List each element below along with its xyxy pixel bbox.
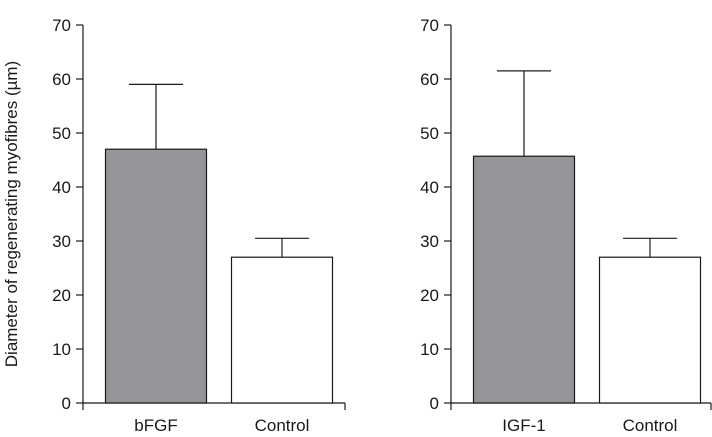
y-tick-label: 20 xyxy=(52,286,71,305)
bar-control xyxy=(230,256,334,404)
y-tick-label: 30 xyxy=(52,232,71,251)
x-category-label: bFGF xyxy=(134,416,177,435)
x-category-label: Control xyxy=(623,416,678,435)
bar-igf-1 xyxy=(472,155,576,404)
y-tick-label: 60 xyxy=(420,70,439,89)
y-tick-label: 30 xyxy=(420,232,439,251)
y-tick-label: 40 xyxy=(420,178,439,197)
y-axis-title: Diameter of regenerating myofibres (µm) xyxy=(2,61,21,367)
y-tick-label: 0 xyxy=(430,394,439,413)
y-tick-label: 70 xyxy=(420,16,439,35)
y-tick-label: 10 xyxy=(420,340,439,359)
y-tick-label: 20 xyxy=(420,286,439,305)
y-tick-label: 50 xyxy=(420,124,439,143)
y-tick-label: 40 xyxy=(52,178,71,197)
bar-control xyxy=(598,256,702,404)
y-tick-label: 60 xyxy=(52,70,71,89)
chart-panel-igf1: 0 10 20 30 40 50 60 70 IGF-1 Control xyxy=(420,16,712,435)
chart-panel-bfgf: 0 10 20 30 40 50 60 70 bFGF Control Diameter of re… xyxy=(2,16,346,435)
bar-bfgf xyxy=(104,148,208,404)
y-tick-label: 50 xyxy=(52,124,71,143)
x-category-label: Control xyxy=(255,416,310,435)
y-tick-label: 70 xyxy=(52,16,71,35)
y-tick-label: 10 xyxy=(52,340,71,359)
y-tick-label: 0 xyxy=(62,394,71,413)
x-category-label: IGF-1 xyxy=(502,416,545,435)
